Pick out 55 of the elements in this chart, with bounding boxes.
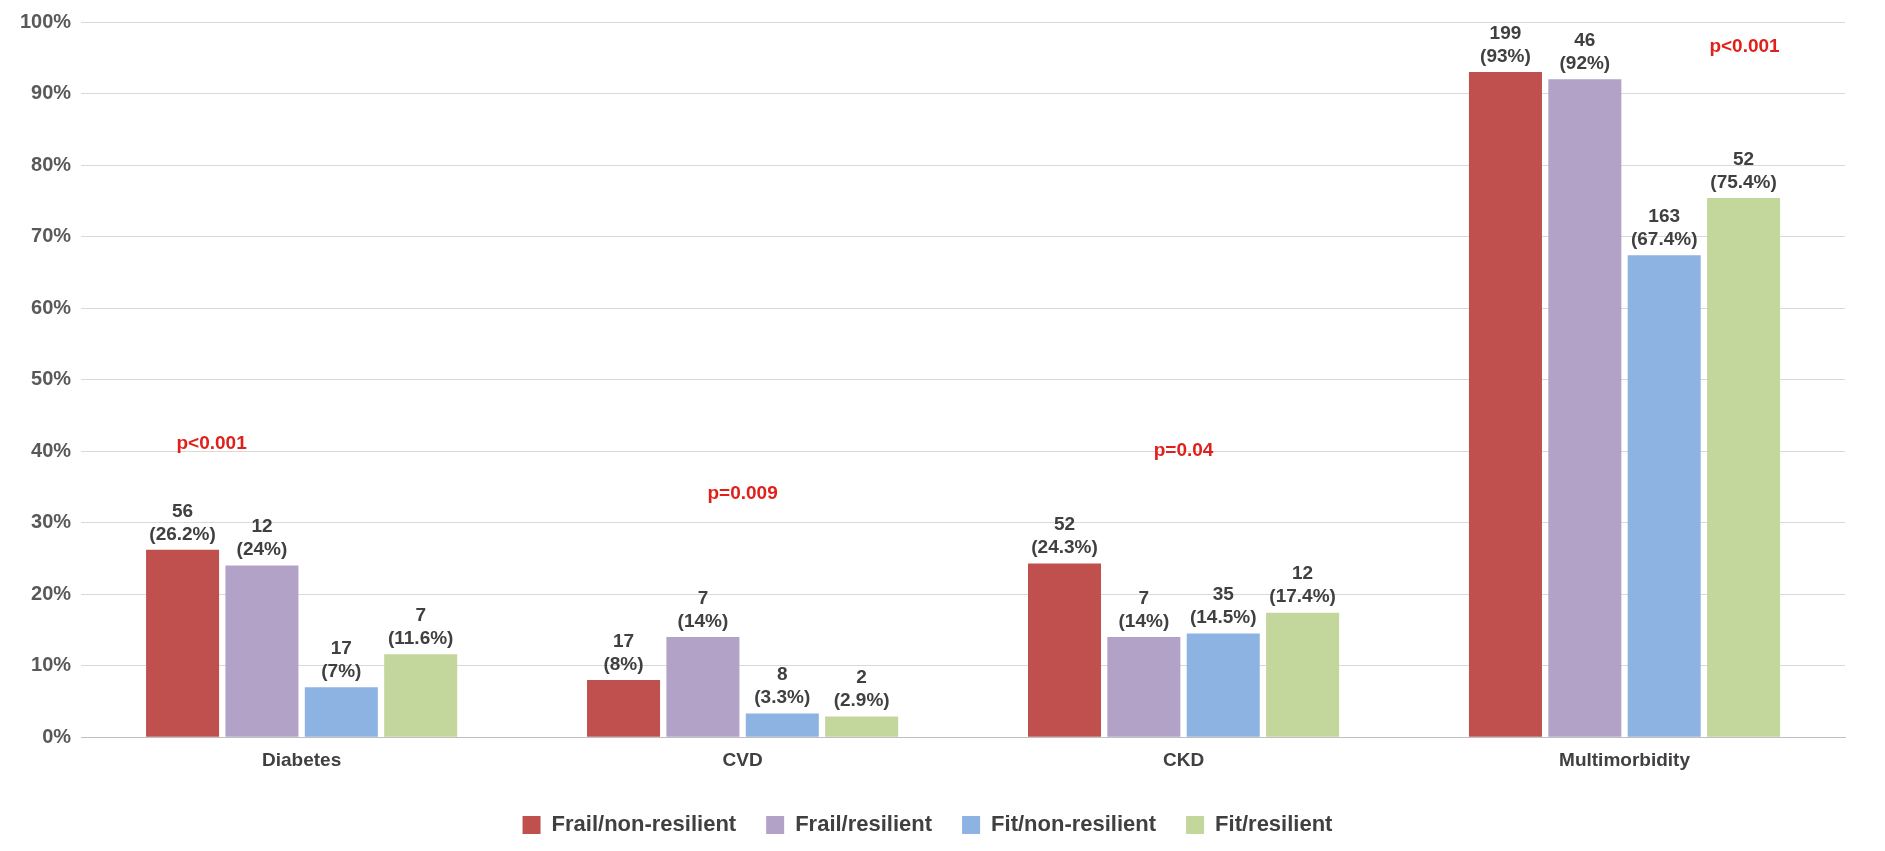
x-tick-label: CVD: [722, 748, 763, 770]
data-label: 17 (7%): [321, 636, 362, 681]
legend-label: Frail/non-resilient: [551, 811, 737, 837]
bar: [304, 687, 378, 737]
legend-label: Fit/non-resilient: [991, 811, 1157, 837]
bar: [146, 549, 220, 737]
data-label: 8 (3.3%): [754, 663, 811, 708]
bar: [1707, 197, 1781, 737]
x-tick-label: CKD: [1162, 748, 1205, 770]
bar: [1186, 633, 1260, 737]
y-tick-label: 60%: [31, 295, 72, 318]
data-label: 12 (24%): [236, 515, 288, 560]
annotation: p<0.001: [1709, 35, 1781, 57]
y-tick-label: 10%: [31, 653, 72, 676]
data-label: 35 (14.5%): [1189, 583, 1257, 628]
data-label: 2 (2.9%): [833, 666, 890, 711]
data-label: 7 (11.6%): [387, 603, 454, 648]
bar: [825, 716, 899, 737]
data-label: 52 (75.4%): [1710, 147, 1777, 192]
bar: [384, 654, 458, 737]
annotation: p=0.009: [707, 482, 778, 504]
x-tick-label: Diabetes: [262, 748, 342, 770]
bar: [1548, 79, 1622, 737]
y-tick-label: 30%: [31, 510, 72, 533]
y-tick-label: 50%: [31, 367, 72, 390]
bar: [745, 713, 819, 737]
bar: [1107, 637, 1181, 737]
y-tick-label: 70%: [31, 224, 72, 247]
bar: [1027, 563, 1102, 737]
data-label: 46 (92%): [1559, 28, 1611, 73]
y-tick-label: 100%: [20, 9, 72, 32]
y-tick-label: 40%: [31, 438, 72, 461]
data-label: 17 (8%): [603, 629, 644, 674]
bar: [1266, 612, 1340, 737]
data-label: 199 (93%): [1480, 21, 1531, 66]
bar: [1627, 255, 1701, 737]
y-tick-label: 80%: [31, 152, 72, 175]
annotation: p=0.04: [1153, 439, 1214, 461]
y-tick-label: 20%: [31, 581, 72, 604]
bar: [587, 679, 661, 737]
bar: [225, 565, 299, 737]
bar: [666, 637, 740, 737]
data-label: 12 (17.4%): [1269, 562, 1336, 607]
x-tick-label: Multimorbidity: [1559, 748, 1691, 770]
data-label: 52 (24.3%): [1031, 513, 1098, 558]
legend-label: Frail/resilient: [795, 811, 933, 837]
legend-label: Fit/resilient: [1215, 811, 1334, 837]
bar: [1468, 72, 1542, 737]
y-tick-label: 0%: [42, 724, 72, 747]
data-label: 56 (26.2%): [149, 499, 216, 544]
y-tick-label: 90%: [31, 81, 72, 104]
data-label: 7 (14%): [1118, 586, 1170, 631]
data-label: 7 (14%): [677, 586, 729, 631]
data-label: 163 (67.4%): [1630, 204, 1698, 249]
annotation: p<0.001: [176, 432, 248, 454]
